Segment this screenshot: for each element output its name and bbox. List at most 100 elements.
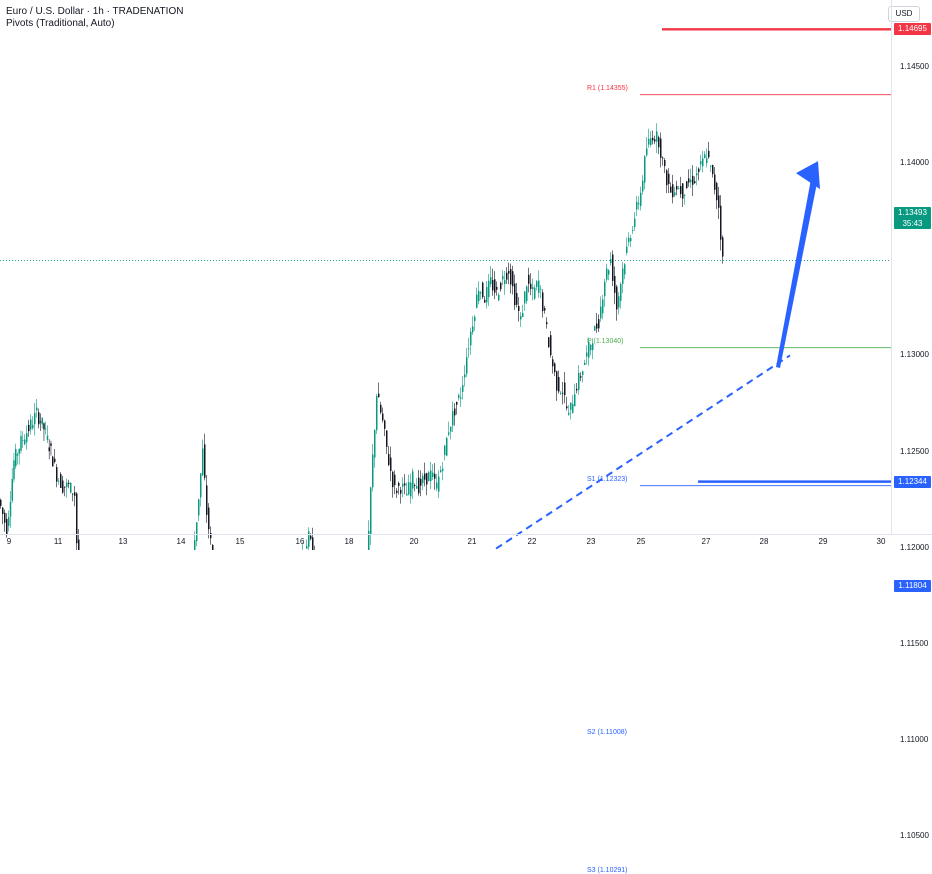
candle-body [640, 192, 642, 207]
candle-body [498, 294, 500, 301]
candle-body [678, 188, 680, 190]
candle-body [66, 482, 68, 487]
candle-body [0, 499, 2, 506]
candle-body [672, 184, 674, 198]
candle-body [454, 408, 456, 416]
candle-body [486, 287, 488, 303]
x-tick-label: 18 [344, 537, 354, 546]
candle-body [202, 448, 204, 476]
candle-body [34, 412, 36, 425]
y-tick-label: 1.12500 [900, 446, 929, 456]
candle-body [24, 439, 26, 445]
candle-body [446, 437, 448, 456]
candle-body [680, 185, 682, 195]
x-tick-label: 27 [701, 537, 711, 546]
candle-body [458, 395, 460, 398]
candle-body [698, 168, 700, 173]
candle-body [496, 286, 498, 290]
candle-body [626, 246, 628, 253]
currency-button[interactable]: USD [888, 6, 920, 22]
candle-body [696, 173, 698, 176]
candle-body [556, 371, 558, 391]
candle-body [594, 326, 596, 331]
candle-body [700, 161, 702, 165]
candle-body [538, 280, 540, 293]
candle-body [452, 410, 454, 426]
candle-body [558, 377, 560, 392]
candle-body [578, 373, 580, 390]
candle-body [62, 480, 64, 493]
time-axis-divider [0, 534, 932, 535]
candle-body [440, 470, 442, 472]
pivot-label: P (1.13040) [587, 337, 624, 345]
candle-body [482, 282, 484, 298]
candle-body [484, 299, 486, 303]
candle-body [414, 485, 416, 486]
candle-body [588, 341, 590, 358]
candle-body [562, 392, 564, 394]
candle-body [78, 539, 80, 550]
candle-body [716, 183, 718, 201]
candle-body [210, 532, 212, 539]
candle-body [368, 530, 370, 550]
candle-body [718, 195, 720, 208]
candle-body [596, 323, 598, 329]
candle-body [424, 473, 426, 480]
y-tick-label: 1.14000 [900, 158, 929, 167]
candle-body [684, 194, 686, 196]
candle-body [526, 286, 528, 302]
candle-body [624, 264, 626, 275]
candle-body [610, 259, 612, 264]
candle-body [426, 473, 428, 485]
candle-body [608, 270, 610, 275]
candle-body [500, 282, 502, 290]
projection-arrow-shaft [776, 179, 817, 368]
candle-body [60, 474, 62, 488]
candle-body [46, 435, 49, 441]
candle-body [518, 306, 520, 311]
candle-body [410, 482, 412, 497]
candle-body [536, 281, 538, 287]
candle-body [11, 478, 13, 501]
candle-body [570, 402, 572, 410]
x-tick-label: 29 [818, 537, 828, 546]
candle-body [26, 433, 28, 443]
price-axis-divider [891, 0, 892, 534]
candle-body [400, 489, 402, 494]
candle-body [430, 470, 432, 482]
candle-body [664, 160, 666, 167]
candle-body [604, 281, 606, 297]
candle-body [45, 428, 47, 430]
candle-body [652, 137, 654, 141]
candle-body [634, 218, 636, 227]
candle-body [530, 283, 532, 289]
candle-body [572, 404, 574, 413]
candle-body [408, 482, 410, 495]
candle-body [310, 535, 312, 539]
price-chart[interactable] [0, 0, 932, 550]
candle-body [386, 430, 388, 447]
candle-body [18, 449, 20, 454]
candle-body [206, 485, 208, 515]
candle-body [662, 157, 664, 159]
countdown-timer: 35:43 [902, 219, 923, 228]
candle-body [492, 279, 494, 291]
candle-body [470, 331, 472, 346]
candle-body [194, 540, 196, 550]
candle-body [692, 175, 694, 185]
x-tick-label: 30 [876, 537, 886, 546]
candle-body [306, 546, 308, 549]
candle-body [9, 501, 12, 517]
candle-body [48, 447, 50, 452]
candle-body [464, 374, 466, 378]
y-tick-label: 1.13000 [900, 350, 929, 360]
candle-body [622, 268, 624, 284]
candle-body [602, 299, 604, 314]
candle-body [394, 474, 396, 486]
candle-body [43, 423, 45, 430]
candle-body [444, 445, 446, 455]
candle-body [574, 394, 576, 407]
candle-body [548, 337, 550, 348]
candle-body [398, 482, 400, 486]
candle-body [462, 385, 464, 392]
